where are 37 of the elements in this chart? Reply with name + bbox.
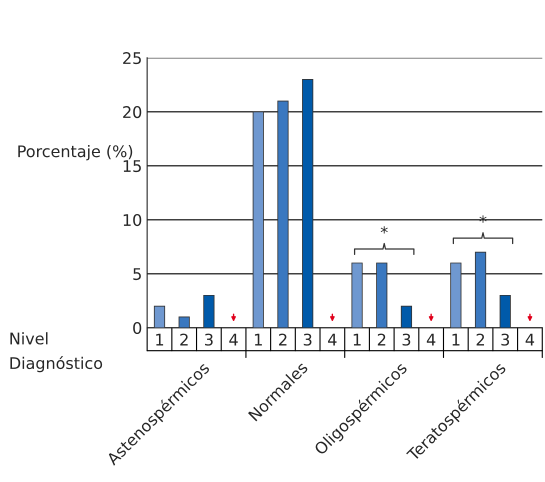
bar [351,262,363,328]
y-tick-label: 20 [123,106,142,118]
bar [154,306,166,328]
y-tick-label: 25 [123,52,141,64]
bar [500,294,511,328]
y-axis-title: Porcentaje (%) [18,144,132,160]
x-tick-label: 3 [205,334,213,346]
x-tick-label: 1 [254,334,262,346]
bar [277,100,289,328]
x-tick-label: 4 [426,334,436,346]
x-tick-label: 2 [180,334,188,346]
x-tick-label: 2 [476,334,484,346]
x-tick-label: 4 [328,334,337,346]
x-tick-label: 4 [229,334,238,346]
x-tick-label: 1 [156,334,164,346]
bar [474,252,486,328]
x-tick-label: 2 [279,334,286,346]
y-tick-label: 5 [133,268,141,280]
bar [376,262,388,328]
y-tick-label: 0 [133,322,142,334]
bar [178,316,190,328]
x-axis-title: Nivel Diagnóstico [10,332,102,372]
annotation: * [380,226,388,234]
bar [203,294,214,328]
x-tick-label: 4 [526,334,534,346]
x-tick-label: 1 [354,334,361,346]
x-tick-label: 3 [501,334,510,346]
bar [400,306,412,328]
bar [450,262,462,328]
y-tick-label: 15 [124,160,141,172]
x-tick-label: 1 [452,334,460,346]
bar [302,79,314,328]
x-tick-label: 3 [402,334,410,346]
y-tick-label: 10 [124,214,142,226]
bar [252,111,264,328]
x-tick-label: 2 [378,334,386,346]
x-tick-label: 3 [304,334,312,346]
